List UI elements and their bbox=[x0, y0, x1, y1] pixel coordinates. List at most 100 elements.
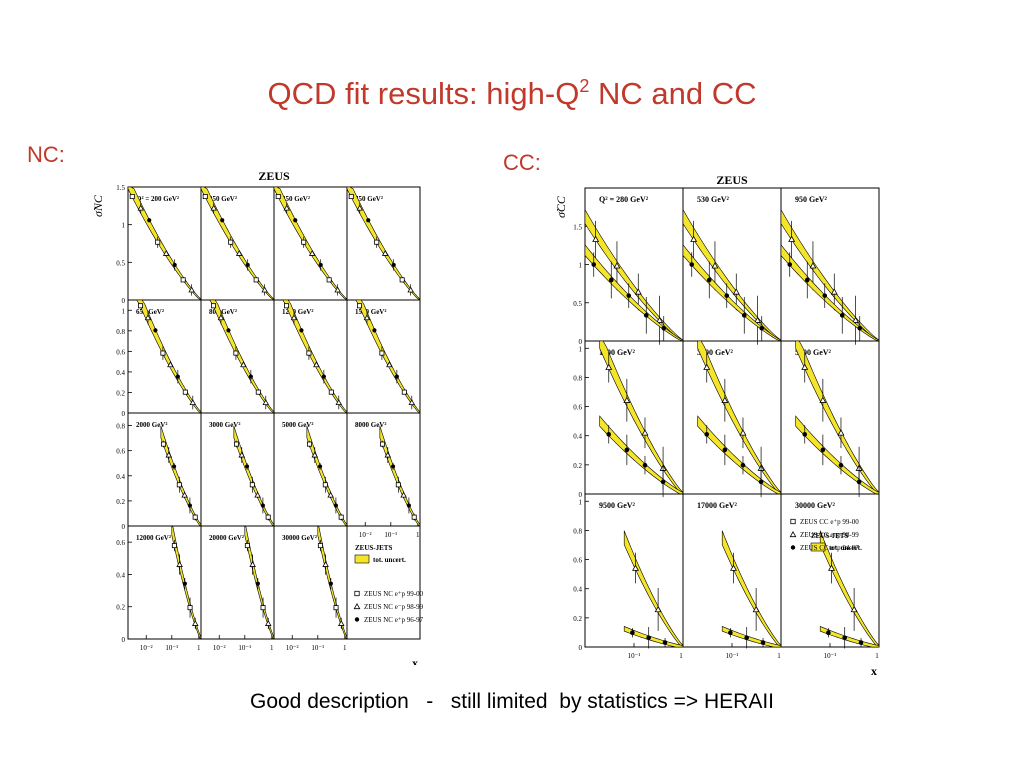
data-point bbox=[722, 447, 728, 453]
legend-band-title: ZEUS-JETS bbox=[811, 532, 848, 540]
y-tick-label: 1 bbox=[579, 262, 583, 270]
data-point bbox=[642, 462, 648, 468]
data-point bbox=[739, 429, 747, 436]
panel-label: 1700 GeV² bbox=[599, 348, 636, 357]
data-point bbox=[248, 374, 253, 379]
uncertainty-band bbox=[127, 186, 202, 301]
uncertainty-band bbox=[584, 208, 684, 342]
x-tick-label: 1 bbox=[679, 652, 683, 660]
data-point bbox=[249, 561, 256, 567]
data-point bbox=[842, 635, 847, 641]
data-point bbox=[255, 581, 260, 586]
panel-label: 350 GeV² bbox=[282, 195, 310, 203]
data-point bbox=[187, 605, 193, 611]
data-point bbox=[181, 491, 188, 498]
slide-title: QCD fit results: high-Q2 NC and CC bbox=[267, 76, 757, 111]
data-point bbox=[356, 303, 362, 309]
data-point bbox=[605, 363, 613, 370]
y-tick-label: 0.4 bbox=[116, 571, 125, 579]
y-tick-label: 0 bbox=[579, 491, 583, 499]
uncertainty-band bbox=[209, 299, 275, 414]
data-point bbox=[856, 479, 862, 485]
legend: ZEUS-JETS tot. uncert. ZEUS NC e⁺p 99-00 ZE… bbox=[353, 544, 424, 624]
panel: 650 GeV² 0 0.2 0.4 0.6 0.8 1 bbox=[116, 299, 202, 418]
data-point bbox=[238, 451, 246, 458]
data-point bbox=[852, 316, 860, 323]
panel: Q² = 280 GeV² 0 0.5 1 1.5 bbox=[573, 187, 684, 346]
data-point bbox=[226, 328, 231, 333]
data-point bbox=[261, 286, 268, 293]
legend-band-entry: tot. uncert. bbox=[373, 556, 406, 564]
panel: 1200 GeV² bbox=[273, 299, 348, 414]
data-point bbox=[740, 462, 746, 468]
data-point bbox=[235, 249, 243, 256]
data-point bbox=[838, 462, 844, 468]
data-point bbox=[275, 194, 281, 200]
data-point bbox=[192, 514, 198, 520]
y-tick-label: 0.6 bbox=[573, 557, 582, 565]
data-point bbox=[306, 350, 312, 356]
x-tick-label: 10⁻² bbox=[213, 644, 226, 652]
x-axis-label: x bbox=[412, 656, 418, 665]
x-tick-label: 10⁻² bbox=[286, 644, 299, 652]
data-point bbox=[758, 479, 764, 485]
x-tick-label: 10⁻¹ bbox=[384, 531, 397, 539]
data-point bbox=[741, 313, 747, 318]
data-point bbox=[401, 389, 407, 395]
legend-entry: ZEUS NC e⁺p 96-97 bbox=[364, 616, 424, 624]
y-tick-label: 0.2 bbox=[116, 604, 125, 612]
data-point bbox=[372, 328, 377, 333]
legend-band-swatch bbox=[810, 542, 826, 552]
data-point bbox=[703, 363, 711, 370]
panel-label: Q² = 200 GeV² bbox=[136, 195, 179, 203]
data-point bbox=[327, 491, 334, 498]
y-tick-label: 1 bbox=[122, 307, 126, 315]
uncertainty-band bbox=[355, 299, 421, 414]
x-tick-label: 1 bbox=[875, 652, 879, 660]
data-point bbox=[262, 399, 270, 406]
cc-figure: ZEUS σ̃CC x Q² = 280 GeV² 0 0.5 1 1.5 530 GeV² 95… bbox=[555, 170, 895, 678]
data-point bbox=[290, 314, 298, 321]
y-axis-label: σ̃NC bbox=[91, 194, 105, 217]
y-tick-label: 0.2 bbox=[116, 498, 125, 506]
legend-entry: ZEUS CC e⁺p 99-00 bbox=[800, 518, 859, 526]
data-point bbox=[176, 482, 182, 488]
data-point bbox=[711, 262, 719, 269]
data-point bbox=[147, 218, 152, 223]
panel-label: 530 GeV² bbox=[697, 195, 730, 204]
data-point bbox=[175, 374, 180, 379]
data-point bbox=[253, 277, 259, 283]
data-point bbox=[826, 630, 831, 636]
uncertainty-band bbox=[136, 299, 202, 414]
y-tick-label: 0.2 bbox=[573, 462, 582, 470]
data-point bbox=[623, 396, 631, 403]
data-point bbox=[210, 303, 216, 309]
y-tick-label: 0.8 bbox=[116, 423, 125, 431]
data-point bbox=[754, 316, 762, 323]
data-point bbox=[613, 262, 621, 269]
panel-label: 250 GeV² bbox=[209, 195, 237, 203]
panel-label: Q² = 280 GeV² bbox=[599, 195, 649, 204]
legend: ZEUS-JETS tot. uncert. ZEUS CC e⁺p 99-00 ZE… bbox=[789, 518, 862, 552]
data-point bbox=[407, 286, 414, 293]
y-tick-label: 1.5 bbox=[573, 223, 582, 231]
data-point bbox=[333, 503, 339, 508]
panel-label: 3000 GeV² bbox=[209, 421, 240, 429]
data-point bbox=[400, 491, 407, 498]
panel: 530 GeV² bbox=[682, 187, 782, 345]
y-tick-label: 0.6 bbox=[116, 448, 125, 456]
data-point bbox=[641, 429, 649, 436]
data-point bbox=[661, 325, 667, 331]
data-point bbox=[153, 328, 158, 333]
data-point bbox=[348, 194, 354, 200]
y-tick-label: 0 bbox=[579, 338, 583, 346]
panel: 8000 GeV² 10⁻² 10⁻¹ 1 bbox=[346, 412, 421, 539]
panel: 350 GeV² bbox=[273, 186, 348, 301]
legend-entry: ZEUS CC e⁻p 98-99 bbox=[800, 531, 859, 539]
panel: 5300 GeV² bbox=[780, 340, 880, 498]
uncertainty-band bbox=[306, 425, 348, 527]
x-tick-label: 10⁻¹ bbox=[726, 652, 739, 660]
data-point bbox=[171, 464, 177, 469]
legend-band-entry: tot. uncert. bbox=[829, 544, 862, 552]
panel-label: 5000 GeV² bbox=[282, 421, 313, 429]
